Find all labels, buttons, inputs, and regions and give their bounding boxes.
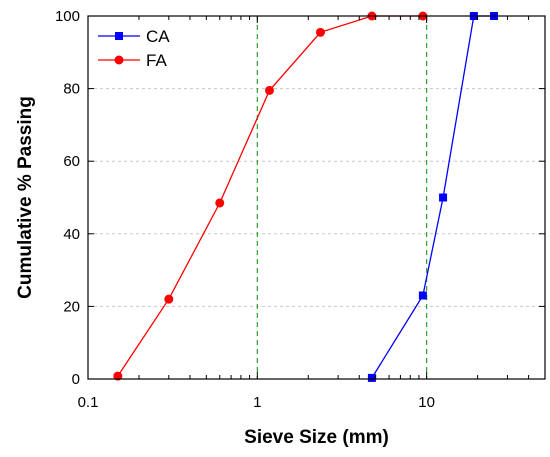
data-point-fa bbox=[113, 371, 123, 381]
y-tick-label: 80 bbox=[63, 81, 80, 98]
legend-label-ca: CA bbox=[146, 27, 170, 46]
legend-marker-fa bbox=[114, 55, 124, 65]
y-tick-label: 0 bbox=[72, 371, 80, 388]
x-tick-label: 0.1 bbox=[78, 394, 99, 411]
series-layer bbox=[113, 11, 499, 382]
reference-lines bbox=[256, 16, 428, 379]
legend-label-fa: FA bbox=[146, 51, 167, 70]
data-point-ca bbox=[439, 193, 448, 202]
data-point-fa bbox=[215, 198, 225, 208]
plot-frame bbox=[87, 15, 546, 380]
y-tick-label: 60 bbox=[63, 153, 80, 170]
data-point-fa bbox=[264, 85, 274, 95]
data-point-ca bbox=[367, 373, 376, 382]
grid-layer bbox=[88, 88, 545, 307]
legend: CA FA bbox=[98, 27, 170, 70]
y-axis-title: Cumulative % Passing bbox=[15, 96, 36, 299]
series-line-ca bbox=[371, 15, 494, 379]
x-tick-label: 10 bbox=[418, 394, 435, 411]
x-axis-title: Sieve Size (mm) bbox=[244, 427, 389, 448]
y-tick-label: 100 bbox=[55, 8, 80, 25]
data-point-ca bbox=[418, 291, 427, 300]
y-tick-label: 40 bbox=[63, 226, 80, 243]
x-tick-label: 1 bbox=[253, 394, 261, 411]
axis-layer: 0 20 40 60 80 100 0.1 1 10 bbox=[55, 8, 545, 411]
series-line-fa bbox=[117, 15, 423, 377]
data-point-fa bbox=[315, 27, 325, 37]
data-point-fa bbox=[164, 294, 174, 304]
legend-marker-ca bbox=[115, 32, 123, 40]
y-tick-label: 20 bbox=[63, 298, 80, 315]
